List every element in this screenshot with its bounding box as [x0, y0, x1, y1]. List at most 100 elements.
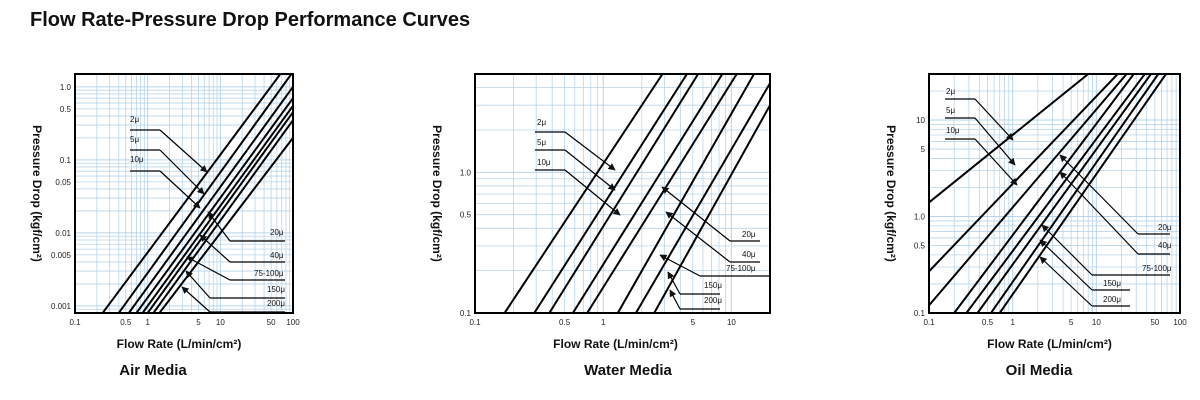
plot-frame: [474, 73, 771, 314]
label-arrow: [186, 256, 231, 281]
label-arrow: [1059, 171, 1139, 255]
series-label: 75-100μ: [726, 264, 756, 273]
series-line-150μ: [635, 82, 770, 313]
series-labels: 2μ 5μ 10μ 20μ 40μ 75-100μ 150μ 200μ: [535, 118, 770, 310]
label-arrow: [974, 98, 1014, 141]
label-arrow: [159, 129, 208, 173]
y-tick-label: 0.5: [914, 242, 926, 251]
series-label: 10μ: [946, 126, 960, 135]
x-tick-label: 0.5: [559, 318, 571, 327]
series-line-40μ: [965, 74, 1146, 313]
label-arrow: [661, 186, 731, 242]
y-tick-label: 0.1: [914, 309, 926, 318]
series-line-20μ: [572, 74, 724, 313]
series-line-10μ: [548, 74, 699, 313]
series-line-40μ: [141, 105, 293, 313]
series-line-20μ: [953, 74, 1135, 313]
x-axis-label: Flow Rate (L/min/cm²): [117, 337, 242, 351]
x-tick-label: 5: [1069, 318, 1074, 327]
series-line-200μ: [158, 137, 293, 313]
series-label: 40μ: [270, 251, 284, 260]
y-tick-label: 10: [916, 116, 925, 125]
series-line-10μ: [929, 74, 1128, 307]
series-label: 200μ: [1103, 295, 1121, 304]
y-tick-label: 0.5: [460, 211, 472, 220]
label-arrow: [564, 149, 616, 191]
series-label: 5μ: [537, 138, 546, 147]
series-label: 200μ: [704, 296, 722, 305]
series-label: 150μ: [267, 285, 285, 294]
x-axis-label: Flow Rate (L/min/cm²): [987, 337, 1112, 351]
series-line-5μ: [117, 74, 293, 313]
series-label: 10μ: [537, 158, 551, 167]
x-tick-label: 1: [601, 318, 606, 327]
chart-3: 0.1 0.5 1 5 10 50 100 0.1 0.5 1.0 5 10 Flow Rate (L/…: [884, 73, 1187, 379]
series-line-5μ: [929, 74, 1119, 273]
label-arrow: [667, 271, 681, 295]
y-tick-label: 0.01: [55, 229, 71, 238]
label-arrow: [207, 211, 231, 242]
x-tick-label: 50: [1150, 318, 1159, 327]
label-arrow: [665, 211, 731, 263]
x-tick-label: 1: [145, 318, 150, 327]
chart-caption: Air Media: [119, 362, 187, 379]
label-arrow: [1059, 154, 1139, 235]
label-arrow: [669, 289, 681, 310]
series-line-20μ: [135, 97, 293, 313]
series-label: 20μ: [742, 230, 756, 239]
x-tick-label: 5: [691, 318, 696, 327]
grid: [929, 74, 1180, 313]
series-line-10μ: [127, 86, 293, 313]
label-arrow: [564, 169, 621, 216]
label-arrow: [659, 254, 701, 277]
series-lines: [503, 74, 770, 313]
y-tick-label: 1.0: [60, 83, 72, 92]
label-arrow: [1041, 224, 1093, 276]
series-lines: [929, 74, 1167, 313]
chart-caption: Water Media: [584, 362, 672, 379]
label-arrow: [974, 117, 1016, 166]
series-line-75-100μ: [146, 111, 293, 313]
series-label: 40μ: [1158, 241, 1172, 250]
series-line-150μ: [990, 74, 1160, 313]
series-label: 150μ: [1103, 279, 1121, 288]
label-arrow: [199, 234, 231, 263]
series-label: 75-100μ: [254, 269, 284, 278]
x-tick-label: 10: [727, 318, 736, 327]
y-tick-label: 0.1: [460, 309, 472, 318]
y-tick-label: 0.1: [60, 156, 72, 165]
series-line-2μ: [101, 74, 282, 313]
grid: [475, 74, 770, 313]
label-arrow: [1039, 256, 1093, 307]
series-labels: 2μ 5μ 10μ 20μ 40μ 75-100μ 150μ 200μ: [130, 115, 285, 313]
label-arrow: [1039, 239, 1093, 291]
plot-frame: [74, 73, 294, 314]
x-tick-label: 0.1: [69, 318, 81, 327]
series-label: 5μ: [946, 106, 955, 115]
label-arrow: [974, 138, 1018, 186]
label-arrow: [159, 149, 205, 195]
series-label: 2μ: [946, 87, 955, 96]
y-tick-label: 0.005: [51, 251, 72, 260]
y-tick-label: 1.0: [460, 168, 472, 177]
x-tick-label: 0.1: [923, 318, 935, 327]
series-labels: 2μ 5μ 10μ 20μ 40μ 75-100μ 150μ 200μ: [945, 87, 1172, 307]
x-tick-label: 1: [1010, 318, 1015, 327]
y-tick-label: 0.001: [51, 302, 72, 311]
x-tick-label: 10: [1092, 318, 1101, 327]
x-axis-label: Flow Rate (L/min/cm²): [553, 337, 678, 351]
series-label: 10μ: [130, 155, 144, 164]
series-label: 20μ: [270, 228, 284, 237]
y-axis-label: Pressure Drop (kgf/cm²): [30, 125, 44, 262]
series-label: 40μ: [742, 250, 756, 259]
x-tick-label: 5: [196, 318, 201, 327]
y-tick-label: 1.0: [914, 213, 926, 222]
x-tick-label: 0.1: [469, 318, 481, 327]
x-tick-label: 0.5: [982, 318, 994, 327]
plot-frame: [928, 73, 1181, 314]
x-tick-label: 100: [1173, 318, 1187, 327]
label-arrow: [181, 286, 211, 313]
series-line-75-100μ: [976, 74, 1152, 313]
chart-caption: Oil Media: [1006, 362, 1073, 379]
